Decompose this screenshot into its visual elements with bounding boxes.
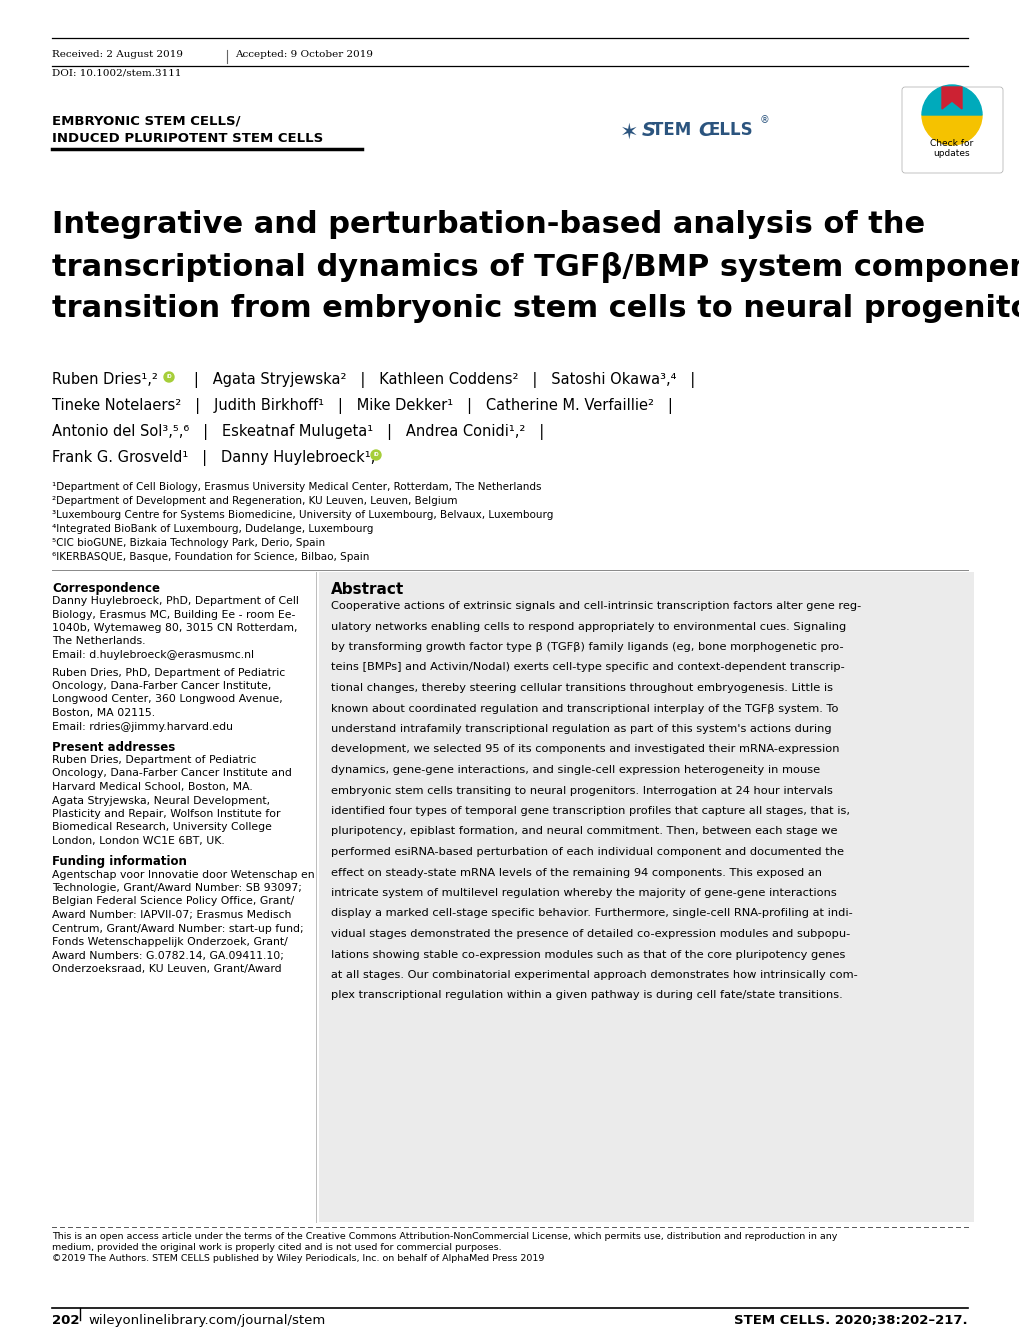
Text: by transforming growth factor type β (TGFβ) family ligands (eg, bone morphogenet: by transforming growth factor type β (TG… (331, 642, 843, 653)
Text: Check for: Check for (929, 138, 973, 147)
Text: Fonds Wetenschappelijk Onderzoek, Grant/: Fonds Wetenschappelijk Onderzoek, Grant/ (52, 937, 287, 947)
Text: Belgian Federal Science Policy Office, Grant/: Belgian Federal Science Policy Office, G… (52, 896, 293, 906)
Text: STEM CELLS. 2020;38:202–217.: STEM CELLS. 2020;38:202–217. (734, 1315, 967, 1327)
Text: This is an open access article under the terms of the Creative Commons Attributi: This is an open access article under the… (52, 1231, 837, 1241)
Text: ⁶IKERBASQUE, Basque, Foundation for Science, Bilbao, Spain: ⁶IKERBASQUE, Basque, Foundation for Scie… (52, 552, 369, 561)
Text: Funding information: Funding information (52, 855, 186, 868)
Text: ²Department of Development and Regeneration, KU Leuven, Leuven, Belgium: ²Department of Development and Regenerat… (52, 496, 458, 507)
Text: TEM: TEM (651, 121, 696, 139)
Text: display a marked cell-stage specific behavior. Furthermore, single-cell RNA-prof: display a marked cell-stage specific beh… (331, 909, 852, 918)
Text: transition from embryonic stem cells to neural progenitors: transition from embryonic stem cells to … (52, 293, 1019, 323)
Text: Integrative and perturbation-based analysis of the: Integrative and perturbation-based analy… (52, 210, 924, 239)
Text: Centrum, Grant/Award Number: start-up fund;: Centrum, Grant/Award Number: start-up fu… (52, 923, 304, 934)
Text: lations showing stable co-expression modules such as that of the core pluripoten: lations showing stable co-expression mod… (331, 950, 845, 959)
Text: performed esiRNA-based perturbation of each individual component and documented : performed esiRNA-based perturbation of e… (331, 847, 843, 858)
Text: Longwood Center, 360 Longwood Avenue,: Longwood Center, 360 Longwood Avenue, (52, 694, 282, 705)
Text: DOI: 10.1002/stem.3111: DOI: 10.1002/stem.3111 (52, 68, 181, 78)
Text: Award Number: IAPVII-07; Erasmus Medisch: Award Number: IAPVII-07; Erasmus Medisch (52, 910, 291, 921)
Text: identified four types of temporal gene transcription profiles that capture all s: identified four types of temporal gene t… (331, 805, 849, 816)
Text: updates: updates (932, 149, 969, 158)
Text: ©2019 The Authors. STEM CELLS published by Wiley Periodicals, Inc. on behalf of : ©2019 The Authors. STEM CELLS published … (52, 1254, 544, 1264)
Wedge shape (921, 84, 981, 115)
Text: Biology, Erasmus MC, Building Ee - room Ee-: Biology, Erasmus MC, Building Ee - room … (52, 610, 296, 619)
Circle shape (371, 450, 381, 460)
Text: Harvard Medical School, Boston, MA.: Harvard Medical School, Boston, MA. (52, 783, 253, 792)
Text: Agentschap voor Innovatie door Wetenschap en: Agentschap voor Innovatie door Wetenscha… (52, 870, 314, 879)
Text: iD: iD (373, 453, 378, 457)
Text: Accepted: 9 October 2019: Accepted: 9 October 2019 (234, 50, 373, 59)
Text: teins [BMPs] and Activin/Nodal) exerts cell-type specific and context-dependent : teins [BMPs] and Activin/Nodal) exerts c… (331, 662, 844, 673)
Text: Abstract: Abstract (331, 582, 404, 598)
Text: Award Numbers: G.0782.14, GA.09411.10;: Award Numbers: G.0782.14, GA.09411.10; (52, 950, 283, 961)
Text: pluripotency, epiblast formation, and neural commitment. Then, between each stag: pluripotency, epiblast formation, and ne… (331, 827, 837, 836)
Text: ³Luxembourg Centre for Systems Biomedicine, University of Luxembourg, Belvaux, L: ³Luxembourg Centre for Systems Biomedici… (52, 511, 553, 520)
Text: Cooperative actions of extrinsic signals and cell-intrinsic transcription factor: Cooperative actions of extrinsic signals… (331, 602, 860, 611)
Text: understand intrafamily transcriptional regulation as part of this system's actio: understand intrafamily transcriptional r… (331, 724, 830, 734)
Text: Onderzoeksraad, KU Leuven, Grant/Award: Onderzoeksraad, KU Leuven, Grant/Award (52, 963, 281, 974)
Text: Frank G. Grosveld¹   |   Danny Huylebroeck¹,²: Frank G. Grosveld¹ | Danny Huylebroeck¹,… (52, 450, 381, 466)
Text: Oncology, Dana-Farber Cancer Institute and: Oncology, Dana-Farber Cancer Institute a… (52, 769, 291, 779)
Text: Ruben Dries, PhD, Department of Pediatric: Ruben Dries, PhD, Department of Pediatri… (52, 667, 285, 678)
Text: Biomedical Research, University College: Biomedical Research, University College (52, 823, 272, 832)
Text: Boston, MA 02115.: Boston, MA 02115. (52, 708, 155, 718)
Text: ⁵CIC bioGUNE, Bizkaia Technology Park, Derio, Spain: ⁵CIC bioGUNE, Bizkaia Technology Park, D… (52, 537, 325, 548)
Text: ulatory networks enabling cells to respond appropriately to environmental cues. : ulatory networks enabling cells to respo… (331, 622, 846, 631)
Text: wileyonlinelibrary.com/journal/stem: wileyonlinelibrary.com/journal/stem (88, 1315, 325, 1327)
Text: ELLS: ELLS (708, 121, 753, 139)
Text: Correspondence: Correspondence (52, 582, 160, 595)
Text: Ruben Dries, Department of Pediatric: Ruben Dries, Department of Pediatric (52, 754, 256, 765)
Text: The Netherlands.: The Netherlands. (52, 636, 146, 646)
Text: C: C (697, 121, 711, 139)
Text: 1040b, Wytemaweg 80, 3015 CN Rotterdam,: 1040b, Wytemaweg 80, 3015 CN Rotterdam, (52, 623, 298, 632)
Text: vidual stages demonstrated the presence of detailed co-expression modules and su: vidual stages demonstrated the presence … (331, 929, 850, 939)
Text: ⁴Integrated BioBank of Luxembourg, Dudelange, Luxembourg: ⁴Integrated BioBank of Luxembourg, Dudel… (52, 524, 373, 535)
Text: S: S (641, 121, 655, 139)
Text: |   Agata Stryjewska²   |   Kathleen Coddens²   |   Satoshi Okawa³,⁴   |: | Agata Stryjewska² | Kathleen Coddens² … (179, 373, 708, 389)
Text: Antonio del Sol³,⁵,⁶   |   Eskeatnaf Mulugeta¹   |   Andrea Conidi¹,²   |: Antonio del Sol³,⁵,⁶ | Eskeatnaf Muluget… (52, 423, 557, 440)
Text: Danny Huylebroeck, PhD, Department of Cell: Danny Huylebroeck, PhD, Department of Ce… (52, 596, 299, 606)
Text: Plasticity and Repair, Wolfson Institute for: Plasticity and Repair, Wolfson Institute… (52, 809, 280, 819)
Wedge shape (921, 115, 981, 145)
Text: Technologie, Grant/Award Number: SB 93097;: Technologie, Grant/Award Number: SB 9309… (52, 883, 302, 892)
Text: Ruben Dries¹,²: Ruben Dries¹,² (52, 373, 158, 387)
Text: at all stages. Our combinatorial experimental approach demonstrates how intrinsi: at all stages. Our combinatorial experim… (331, 970, 857, 980)
Text: medium, provided the original work is properly cited and is not used for commerc: medium, provided the original work is pr… (52, 1244, 501, 1252)
FancyBboxPatch shape (319, 572, 973, 1222)
Text: known about coordinated regulation and transcriptional interplay of the TGFβ sys: known about coordinated regulation and t… (331, 704, 838, 713)
Text: Agata Stryjewska, Neural Development,: Agata Stryjewska, Neural Development, (52, 796, 270, 805)
Text: development, we selected 95 of its components and investigated their mRNA-expres: development, we selected 95 of its compo… (331, 745, 839, 754)
Text: Email: rdries@jimmy.harvard.edu: Email: rdries@jimmy.harvard.edu (52, 721, 232, 732)
Text: dynamics, gene-gene interactions, and single-cell expression heterogeneity in mo: dynamics, gene-gene interactions, and si… (331, 765, 819, 775)
Text: transcriptional dynamics of TGFβ/BMP system components in: transcriptional dynamics of TGFβ/BMP sys… (52, 252, 1019, 283)
Text: London, London WC1E 6BT, UK.: London, London WC1E 6BT, UK. (52, 836, 224, 846)
Text: Oncology, Dana-Farber Cancer Institute,: Oncology, Dana-Farber Cancer Institute, (52, 681, 271, 691)
Text: Tineke Notelaers²   |   Judith Birkhoff¹   |   Mike Dekker¹   |   Catherine M. V: Tineke Notelaers² | Judith Birkhoff¹ | M… (52, 398, 686, 414)
FancyBboxPatch shape (901, 87, 1002, 173)
Text: EMBRYONIC STEM CELLS/: EMBRYONIC STEM CELLS/ (52, 115, 240, 129)
Text: ✶: ✶ (620, 123, 638, 143)
Text: embryonic stem cells transiting to neural progenitors. Interrogation at 24 hour : embryonic stem cells transiting to neura… (331, 785, 833, 796)
Text: effect on steady-state mRNA levels of the remaining 94 components. This exposed : effect on steady-state mRNA levels of th… (331, 867, 821, 878)
Text: Present addresses: Present addresses (52, 741, 175, 754)
Text: Email: d.huylebroeck@erasmusmc.nl: Email: d.huylebroeck@erasmusmc.nl (52, 650, 254, 661)
Text: plex transcriptional regulation within a given pathway is during cell fate/state: plex transcriptional regulation within a… (331, 990, 842, 1001)
Text: INDUCED PLURIPOTENT STEM CELLS: INDUCED PLURIPOTENT STEM CELLS (52, 133, 323, 145)
Text: ®: ® (759, 115, 769, 125)
Text: iD: iD (166, 374, 171, 379)
Text: Received: 2 August 2019: Received: 2 August 2019 (52, 50, 182, 59)
Text: 202: 202 (52, 1315, 79, 1327)
Text: tional changes, thereby steering cellular transitions throughout embryogenesis. : tional changes, thereby steering cellula… (331, 683, 833, 693)
Text: ¹Department of Cell Biology, Erasmus University Medical Center, Rotterdam, The N: ¹Department of Cell Biology, Erasmus Uni… (52, 482, 541, 492)
Circle shape (164, 373, 174, 382)
Text: intricate system of multilevel regulation whereby the majority of gene-gene inte: intricate system of multilevel regulatio… (331, 888, 836, 898)
Polygon shape (942, 87, 961, 109)
